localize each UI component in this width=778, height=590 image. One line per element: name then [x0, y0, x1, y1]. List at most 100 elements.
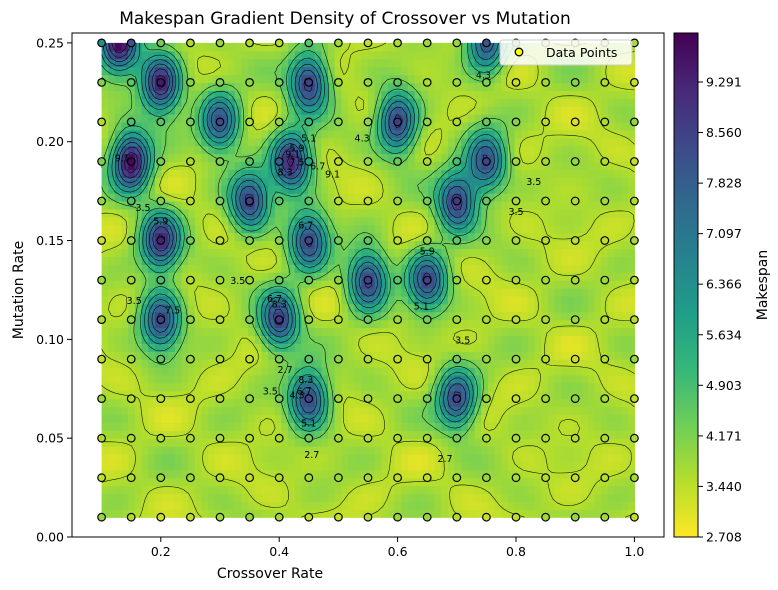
heatmap-cell — [314, 287, 322, 297]
heatmap-cell — [101, 114, 109, 123]
heatmap-cell — [481, 208, 489, 218]
heatmap-cell — [554, 114, 562, 123]
heatmap-cell — [181, 224, 189, 234]
heatmap-cell — [421, 343, 429, 352]
heatmap-cell — [221, 343, 229, 352]
heatmap-cell — [421, 264, 429, 273]
heatmap-cell — [547, 469, 556, 479]
heatmap-cell — [454, 398, 462, 408]
heatmap-cell — [467, 272, 476, 281]
heatmap-cell — [527, 280, 536, 289]
heatmap-cell — [554, 367, 562, 376]
heatmap-cell — [268, 374, 276, 384]
heatmap-cell — [368, 453, 376, 463]
heatmap-cell — [281, 272, 289, 281]
heatmap-cell — [527, 327, 536, 336]
heatmap-cell — [407, 374, 416, 384]
heatmap-cell — [101, 161, 109, 170]
heatmap-cell — [141, 319, 149, 329]
heatmap-cell — [368, 42, 376, 52]
heatmap-cell — [168, 374, 176, 384]
heatmap-cell — [454, 406, 462, 416]
heatmap-cell — [194, 74, 203, 84]
heatmap-cell — [181, 74, 189, 84]
heatmap-cell — [128, 453, 136, 463]
heatmap-cell — [101, 90, 109, 99]
heatmap-cell — [321, 90, 329, 99]
heatmap-cell — [521, 438, 529, 447]
heatmap-cell — [601, 422, 609, 431]
heatmap-cell — [414, 121, 422, 131]
heatmap-cell — [494, 319, 502, 329]
heatmap-cell — [561, 272, 569, 281]
heatmap-cell — [141, 430, 149, 439]
heatmap-cell — [581, 145, 589, 155]
heatmap-cell — [241, 477, 249, 487]
heatmap-cell — [194, 367, 203, 376]
data-point — [334, 394, 343, 404]
heatmap-cell — [521, 129, 529, 139]
heatmap-cell — [534, 232, 542, 242]
heatmap-cell — [454, 106, 462, 115]
heatmap-cell — [134, 145, 143, 155]
heatmap-cell — [101, 153, 109, 163]
heatmap-cell — [188, 145, 196, 155]
heatmap-cell — [514, 248, 522, 257]
heatmap-cell — [554, 272, 562, 281]
heatmap-cell — [294, 272, 302, 281]
heatmap-cell — [294, 390, 302, 400]
heatmap-cell — [221, 82, 229, 91]
heatmap-cell — [414, 327, 422, 336]
heatmap-cell — [354, 335, 362, 344]
heatmap-cell — [154, 414, 163, 423]
heatmap-cell — [228, 382, 236, 392]
data-point — [156, 354, 166, 364]
heatmap-cell — [348, 359, 356, 368]
heatmap-cell — [361, 185, 369, 194]
heatmap-cell — [194, 106, 203, 115]
heatmap-cell — [301, 501, 309, 510]
heatmap-cell — [627, 430, 635, 439]
heatmap-cell — [401, 327, 409, 336]
heatmap-cell — [161, 177, 169, 186]
heatmap-cell — [281, 208, 289, 218]
heatmap-cell — [454, 343, 462, 352]
heatmap-cell — [321, 145, 329, 155]
heatmap-cell — [481, 201, 489, 210]
heatmap-cell — [534, 430, 542, 439]
heatmap-cell — [614, 303, 622, 313]
heatmap-cell — [268, 295, 276, 305]
heatmap-cell — [294, 319, 302, 329]
heatmap-cell — [567, 382, 576, 392]
heatmap-cell — [154, 264, 163, 273]
data-point — [156, 512, 166, 522]
heatmap-cell — [421, 438, 429, 447]
heatmap-cell — [314, 303, 322, 313]
heatmap-cell — [561, 351, 569, 360]
heatmap-cell — [467, 311, 476, 321]
heatmap-cell — [587, 208, 596, 218]
heatmap-cell — [121, 248, 129, 257]
heatmap-cell — [261, 367, 269, 376]
heatmap-cell — [228, 145, 236, 155]
heatmap-cell — [614, 106, 622, 115]
heatmap-cell — [268, 90, 276, 99]
data-point — [97, 354, 106, 364]
heatmap-cell — [561, 367, 569, 376]
heatmap-cell — [581, 359, 589, 368]
heatmap-cell — [361, 311, 369, 321]
heatmap-cell — [527, 98, 536, 107]
heatmap-cell — [174, 295, 183, 305]
heatmap-cell — [501, 343, 509, 352]
heatmap-cell — [387, 224, 396, 234]
heatmap-cell — [407, 185, 416, 194]
heatmap-cell — [581, 90, 589, 99]
heatmap-cell — [101, 367, 109, 376]
heatmap-cell — [461, 382, 469, 392]
heatmap-cell — [141, 264, 149, 273]
heatmap-cell — [121, 493, 129, 503]
heatmap-cell — [161, 461, 169, 471]
heatmap-cell — [148, 153, 156, 163]
heatmap-cell — [128, 303, 136, 313]
heatmap-cell — [401, 509, 409, 518]
